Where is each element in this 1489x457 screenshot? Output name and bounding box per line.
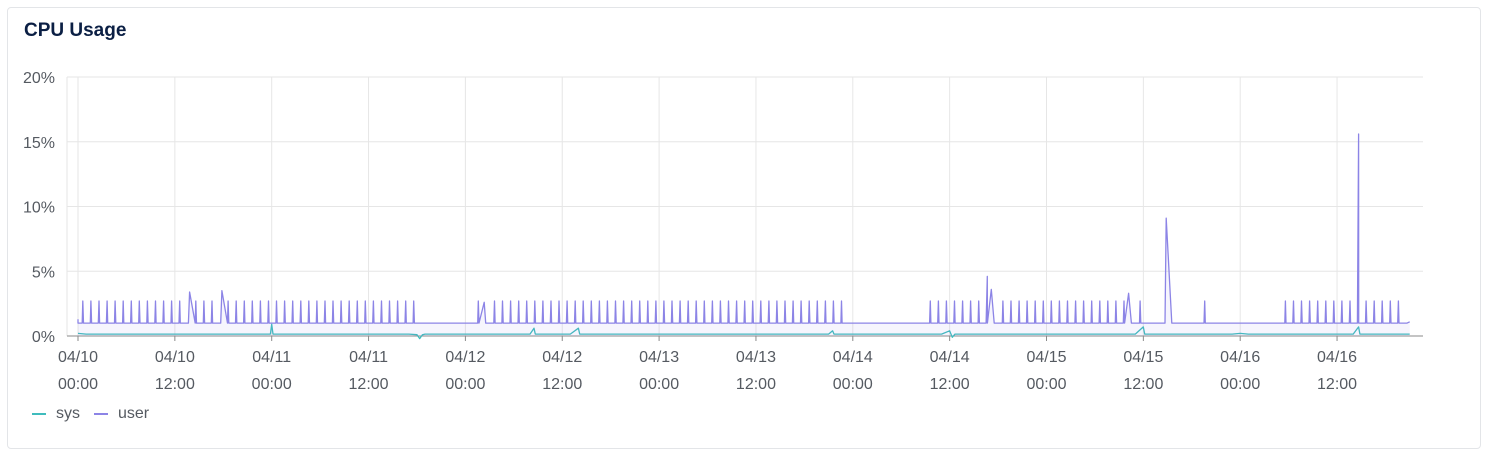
x-tick-time: 00:00 (1026, 376, 1066, 393)
x-tick-time: 12:00 (930, 376, 970, 393)
x-tick-time: 12:00 (1317, 376, 1357, 393)
x-tick-time: 12:00 (155, 376, 195, 393)
legend-item-sys[interactable]: sys (32, 405, 80, 423)
cpu-usage-panel: CPU Usage (7, 7, 1481, 449)
legend-item-user[interactable]: user (94, 405, 149, 423)
x-tick-time: 00:00 (58, 376, 98, 393)
legend-swatch-user (94, 413, 108, 415)
series-line-user (77, 133, 1410, 324)
x-tick-time: 12:00 (542, 376, 582, 393)
x-tick-date: 04/15 (1026, 349, 1066, 366)
x-tick-date: 04/12 (542, 349, 582, 366)
x-tick-date: 04/11 (252, 349, 291, 366)
x-tick-date: 04/14 (833, 349, 873, 366)
x-tick-date: 04/16 (1317, 349, 1357, 366)
y-tick-label: 10% (23, 200, 55, 217)
panel-title: CPU Usage (24, 20, 127, 41)
x-tick-time: 12:00 (736, 376, 776, 393)
x-tick-date: 04/16 (1220, 349, 1260, 366)
x-tick-time: 00:00 (639, 376, 679, 393)
x-tick-time: 00:00 (252, 376, 292, 393)
x-tick-date: 04/15 (1123, 349, 1163, 366)
x-tick-time: 00:00 (445, 376, 485, 393)
x-tick-date: 04/11 (349, 349, 388, 366)
chart-legend: sys user (32, 405, 163, 423)
x-tick-time: 12:00 (1123, 376, 1163, 393)
x-tick-date: 04/14 (930, 349, 970, 366)
x-tick-date: 04/10 (155, 349, 195, 366)
x-tick-time: 00:00 (1220, 376, 1260, 393)
x-tick-date: 04/10 (58, 349, 98, 366)
legend-swatch-sys (32, 413, 46, 415)
x-tick-date: 04/12 (445, 349, 485, 366)
x-tick-date: 04/13 (639, 349, 679, 366)
x-tick-time: 12:00 (349, 376, 389, 393)
legend-label-sys: sys (56, 405, 80, 422)
legend-label-user: user (118, 405, 150, 422)
y-tick-label: 15% (23, 135, 55, 152)
x-tick-date: 04/13 (736, 349, 776, 366)
y-tick-label: 20% (23, 70, 55, 87)
y-tick-label: 5% (32, 264, 55, 281)
series-line-sys (77, 323, 1410, 340)
series-area-user (78, 134, 1410, 336)
y-tick-label: 0% (32, 329, 55, 346)
x-tick-time: 00:00 (833, 376, 873, 393)
